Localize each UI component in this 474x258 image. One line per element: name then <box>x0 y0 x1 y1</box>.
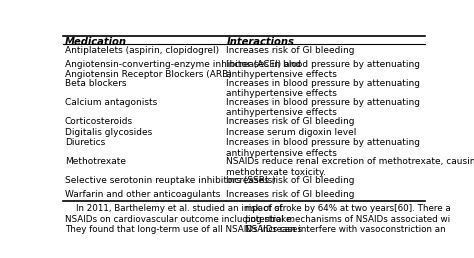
Text: risk of stroke by 64% at two years[60]. There a
potential mechanisms of NSAIDs a: risk of stroke by 64% at two years[60]. … <box>245 204 450 234</box>
Text: Increases in blood pressure by attenuating
antihypertensive effects: Increases in blood pressure by attenuati… <box>227 60 420 79</box>
Text: Increases risk of GI bleeding: Increases risk of GI bleeding <box>227 190 355 199</box>
Text: Angiotensin-converting-enzyme inhibitor (ACEI) and
Angiotensin Receptor Blockers: Angiotensin-converting-enzyme inhibitor … <box>65 60 301 79</box>
Text: Methotrexate: Methotrexate <box>65 157 126 166</box>
Text: Increases risk of GI bleeding: Increases risk of GI bleeding <box>227 46 355 55</box>
Text: In 2011, Barthelemy et al. studied an impact of
NSAIDs on cardiovascular outcome: In 2011, Barthelemy et al. studied an im… <box>65 204 302 234</box>
Text: Beta blockers: Beta blockers <box>65 79 126 88</box>
Text: Corticosteroids: Corticosteroids <box>65 117 133 126</box>
Text: Digitalis glycosides: Digitalis glycosides <box>65 127 152 136</box>
Text: Warfarin and other anticoagulants: Warfarin and other anticoagulants <box>65 190 220 199</box>
Text: Increase serum digoxin level: Increase serum digoxin level <box>227 127 357 136</box>
Text: Interactions: Interactions <box>227 37 294 47</box>
Text: Increases risk of GI bleeding: Increases risk of GI bleeding <box>227 176 355 185</box>
Text: Medication: Medication <box>65 37 127 47</box>
Text: Increases risk of GI bleeding: Increases risk of GI bleeding <box>227 117 355 126</box>
Text: Calcium antagonists: Calcium antagonists <box>65 98 157 107</box>
Text: Diuretics: Diuretics <box>65 139 105 147</box>
Text: Increases in blood pressure by attenuating
antihypertensive effects: Increases in blood pressure by attenuati… <box>227 98 420 117</box>
Text: Selective serotonin reuptake inhibitors (SSRIs): Selective serotonin reuptake inhibitors … <box>65 176 275 185</box>
Text: NSAIDs reduce renal excretion of methotrexate, causing
methotrexate toxicity.: NSAIDs reduce renal excretion of methotr… <box>227 157 474 177</box>
Text: Antiplatelets (aspirin, clopidogrel): Antiplatelets (aspirin, clopidogrel) <box>65 46 219 55</box>
Text: Increases in blood pressure by attenuating
antihypertensive effects: Increases in blood pressure by attenuati… <box>227 79 420 98</box>
Text: Increases in blood pressure by attenuating
antihypertensive effects: Increases in blood pressure by attenuati… <box>227 139 420 158</box>
